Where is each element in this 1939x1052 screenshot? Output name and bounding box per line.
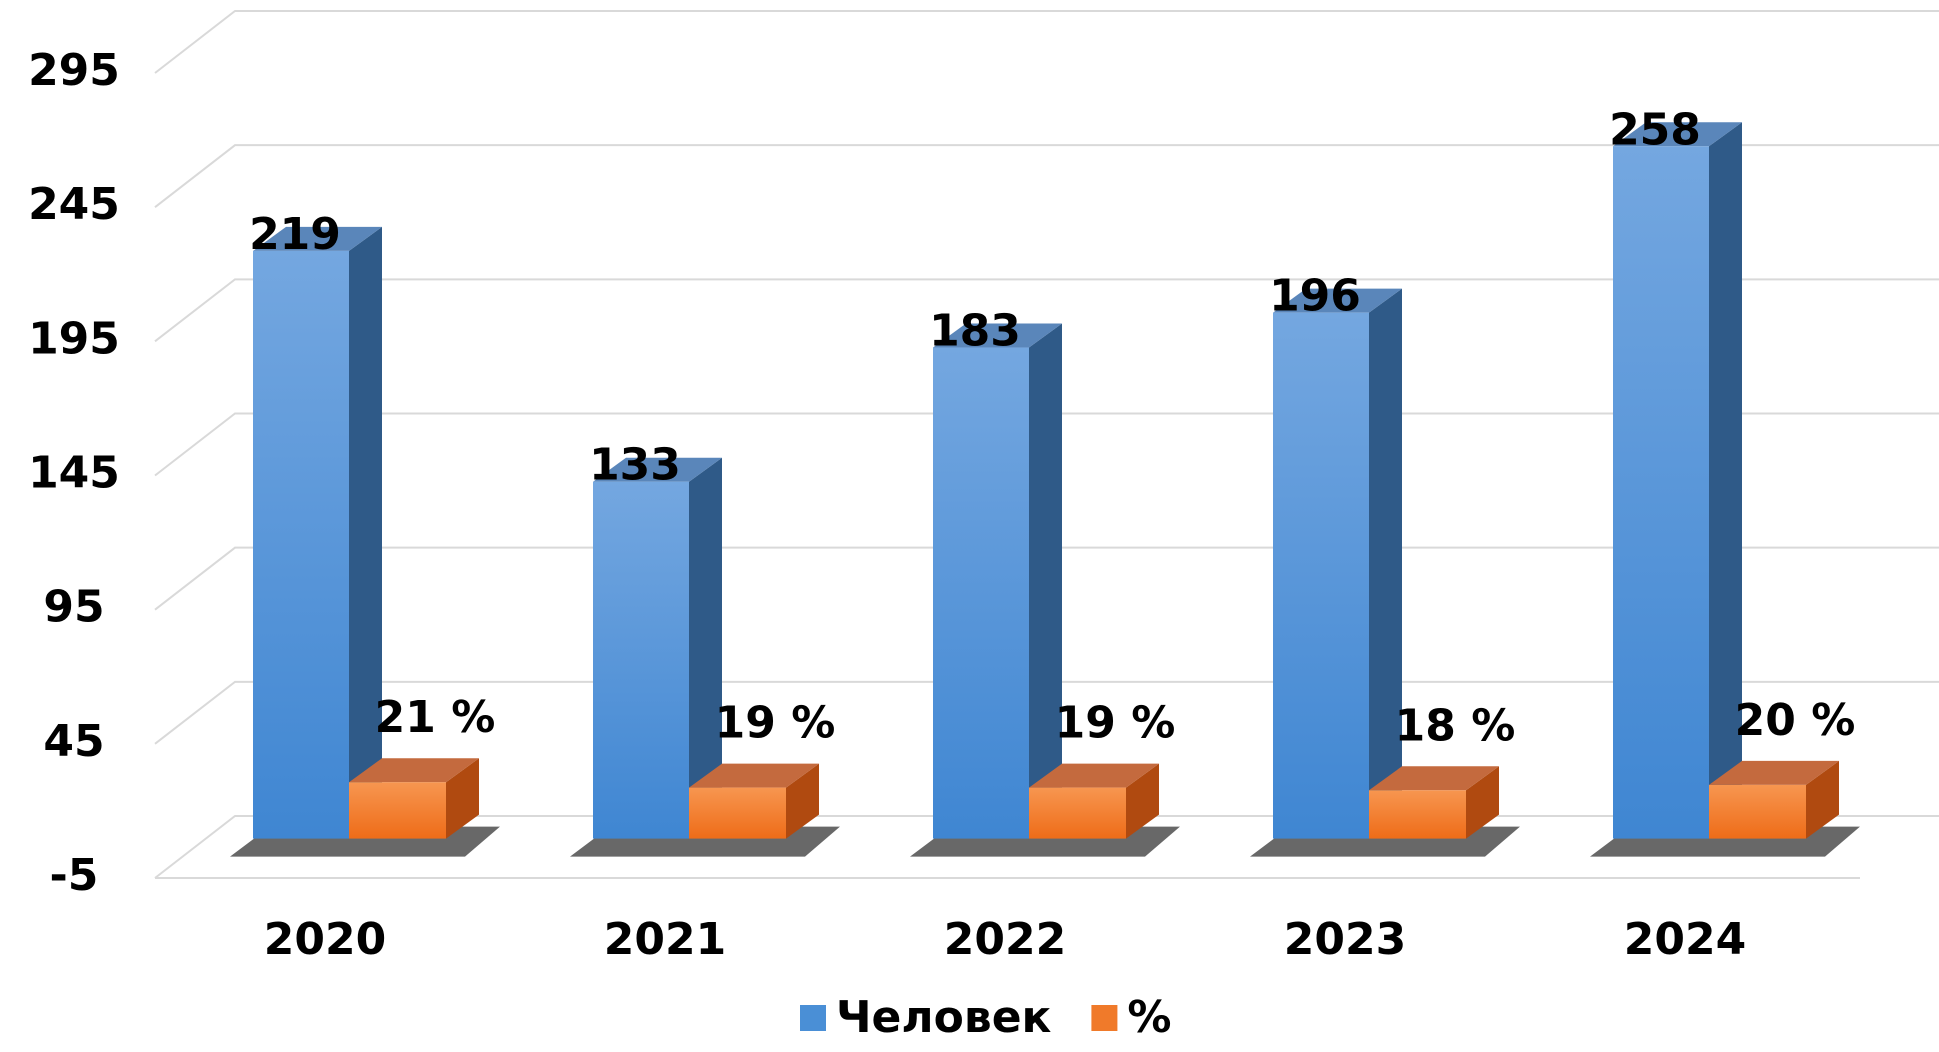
x-tick-label: 2022 (944, 914, 1066, 965)
bar-side (1709, 122, 1742, 839)
grid-line (154, 144, 1939, 208)
bar (1369, 790, 1466, 839)
data-label: 196 (1269, 271, 1361, 322)
data-label: 18 % (1395, 700, 1516, 751)
legend-swatch (1091, 1005, 1118, 1031)
legend-label: Человек (836, 992, 1052, 1043)
x-tick-label: 2024 (1624, 914, 1746, 965)
bar-top (1369, 766, 1499, 791)
y-tick-label: 45 (43, 716, 104, 767)
x-tick-label: 2020 (264, 914, 386, 965)
bar-top (1613, 122, 1742, 147)
bar-top (689, 763, 819, 788)
bar-side (786, 763, 819, 839)
bar (253, 250, 349, 839)
bar (1273, 312, 1369, 839)
data-label: 19 % (1055, 698, 1176, 749)
data-label: 219 (249, 209, 341, 260)
grid-line (154, 278, 1939, 343)
data-label: 133 (589, 440, 681, 491)
bar-side (1806, 760, 1839, 839)
legend-swatch (800, 1005, 826, 1031)
bar-side (689, 457, 722, 839)
bar (933, 347, 1029, 839)
y-tick-label: 145 (28, 448, 120, 499)
bar-top (1273, 288, 1402, 313)
bar (1029, 787, 1126, 839)
bar-top (593, 457, 722, 482)
data-label: 258 (1609, 104, 1701, 155)
data-label: 19 % (715, 698, 836, 749)
data-label: 183 (929, 306, 1021, 357)
bar-top (1029, 763, 1159, 788)
bar-top (253, 226, 382, 251)
bar (1709, 784, 1806, 839)
bar-top (1709, 760, 1839, 785)
bar-top (349, 758, 479, 783)
legend: Человек% (800, 992, 1172, 1043)
x-tick-label: 2021 (604, 914, 726, 965)
bar-top (933, 323, 1062, 348)
y-tick-label: 195 (28, 313, 120, 364)
bar (1613, 146, 1709, 839)
bar-side (349, 226, 382, 839)
bar-side (1369, 288, 1402, 839)
bar (593, 481, 689, 839)
bars: 219 21 % 2020 133 19 % 2021 183 19 % 2022 196 18 %… (230, 104, 1860, 965)
data-label: 20 % (1735, 695, 1856, 746)
y-tick-label: 95 (43, 582, 104, 633)
grid-line (154, 10, 1939, 74)
legend-label: % (1127, 992, 1171, 1043)
bar-side (1126, 763, 1159, 839)
y-tick-label: 245 (28, 179, 120, 230)
data-label: 21 % (375, 692, 496, 743)
y-tick-label: -5 (50, 850, 99, 901)
grid: -5 45 95 145 195 245 295 (28, 10, 1939, 901)
bar-side (446, 758, 479, 839)
y-tick-label: 295 (28, 45, 120, 96)
bar-side (1029, 323, 1062, 839)
x-tick-label: 2023 (1284, 914, 1406, 965)
bar-side (1466, 766, 1499, 839)
bar (689, 787, 786, 839)
bar (349, 782, 446, 839)
